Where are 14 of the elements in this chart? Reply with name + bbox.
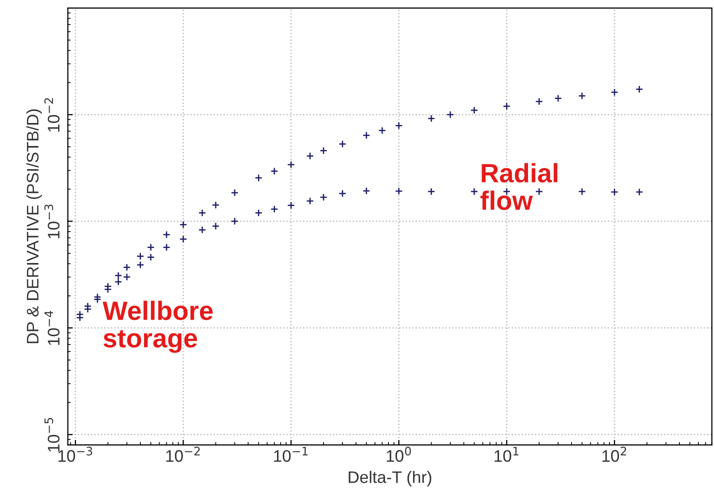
x-tick-label: 10$^{−3}$ bbox=[58, 446, 92, 462]
x-tick-label: 10$^{2}$ bbox=[602, 446, 626, 462]
x-tick-label: 10$^{1}$ bbox=[494, 446, 518, 462]
x-tick-label: 10$^{−2}$ bbox=[166, 446, 200, 462]
y-tick-label: 10$^{−3}$ bbox=[44, 204, 60, 238]
annotation: Wellbore storage bbox=[102, 300, 213, 353]
x-tick-label: 10$^{0}$ bbox=[386, 446, 411, 462]
x-axis-title: Delta-T (hr) bbox=[348, 470, 432, 486]
y-tick-label: 10$^{−2}$ bbox=[44, 98, 60, 132]
annotation: Radial flow bbox=[480, 163, 558, 210]
x-tick-label: 10$^{−1}$ bbox=[274, 446, 308, 462]
y-axis-title: DP & DERIVATIVE (PSI/STB/D) bbox=[26, 109, 42, 344]
y-tick-label: 10$^{−4}$ bbox=[44, 310, 60, 345]
y-tick-label: 10$^{−5}$ bbox=[44, 418, 60, 452]
